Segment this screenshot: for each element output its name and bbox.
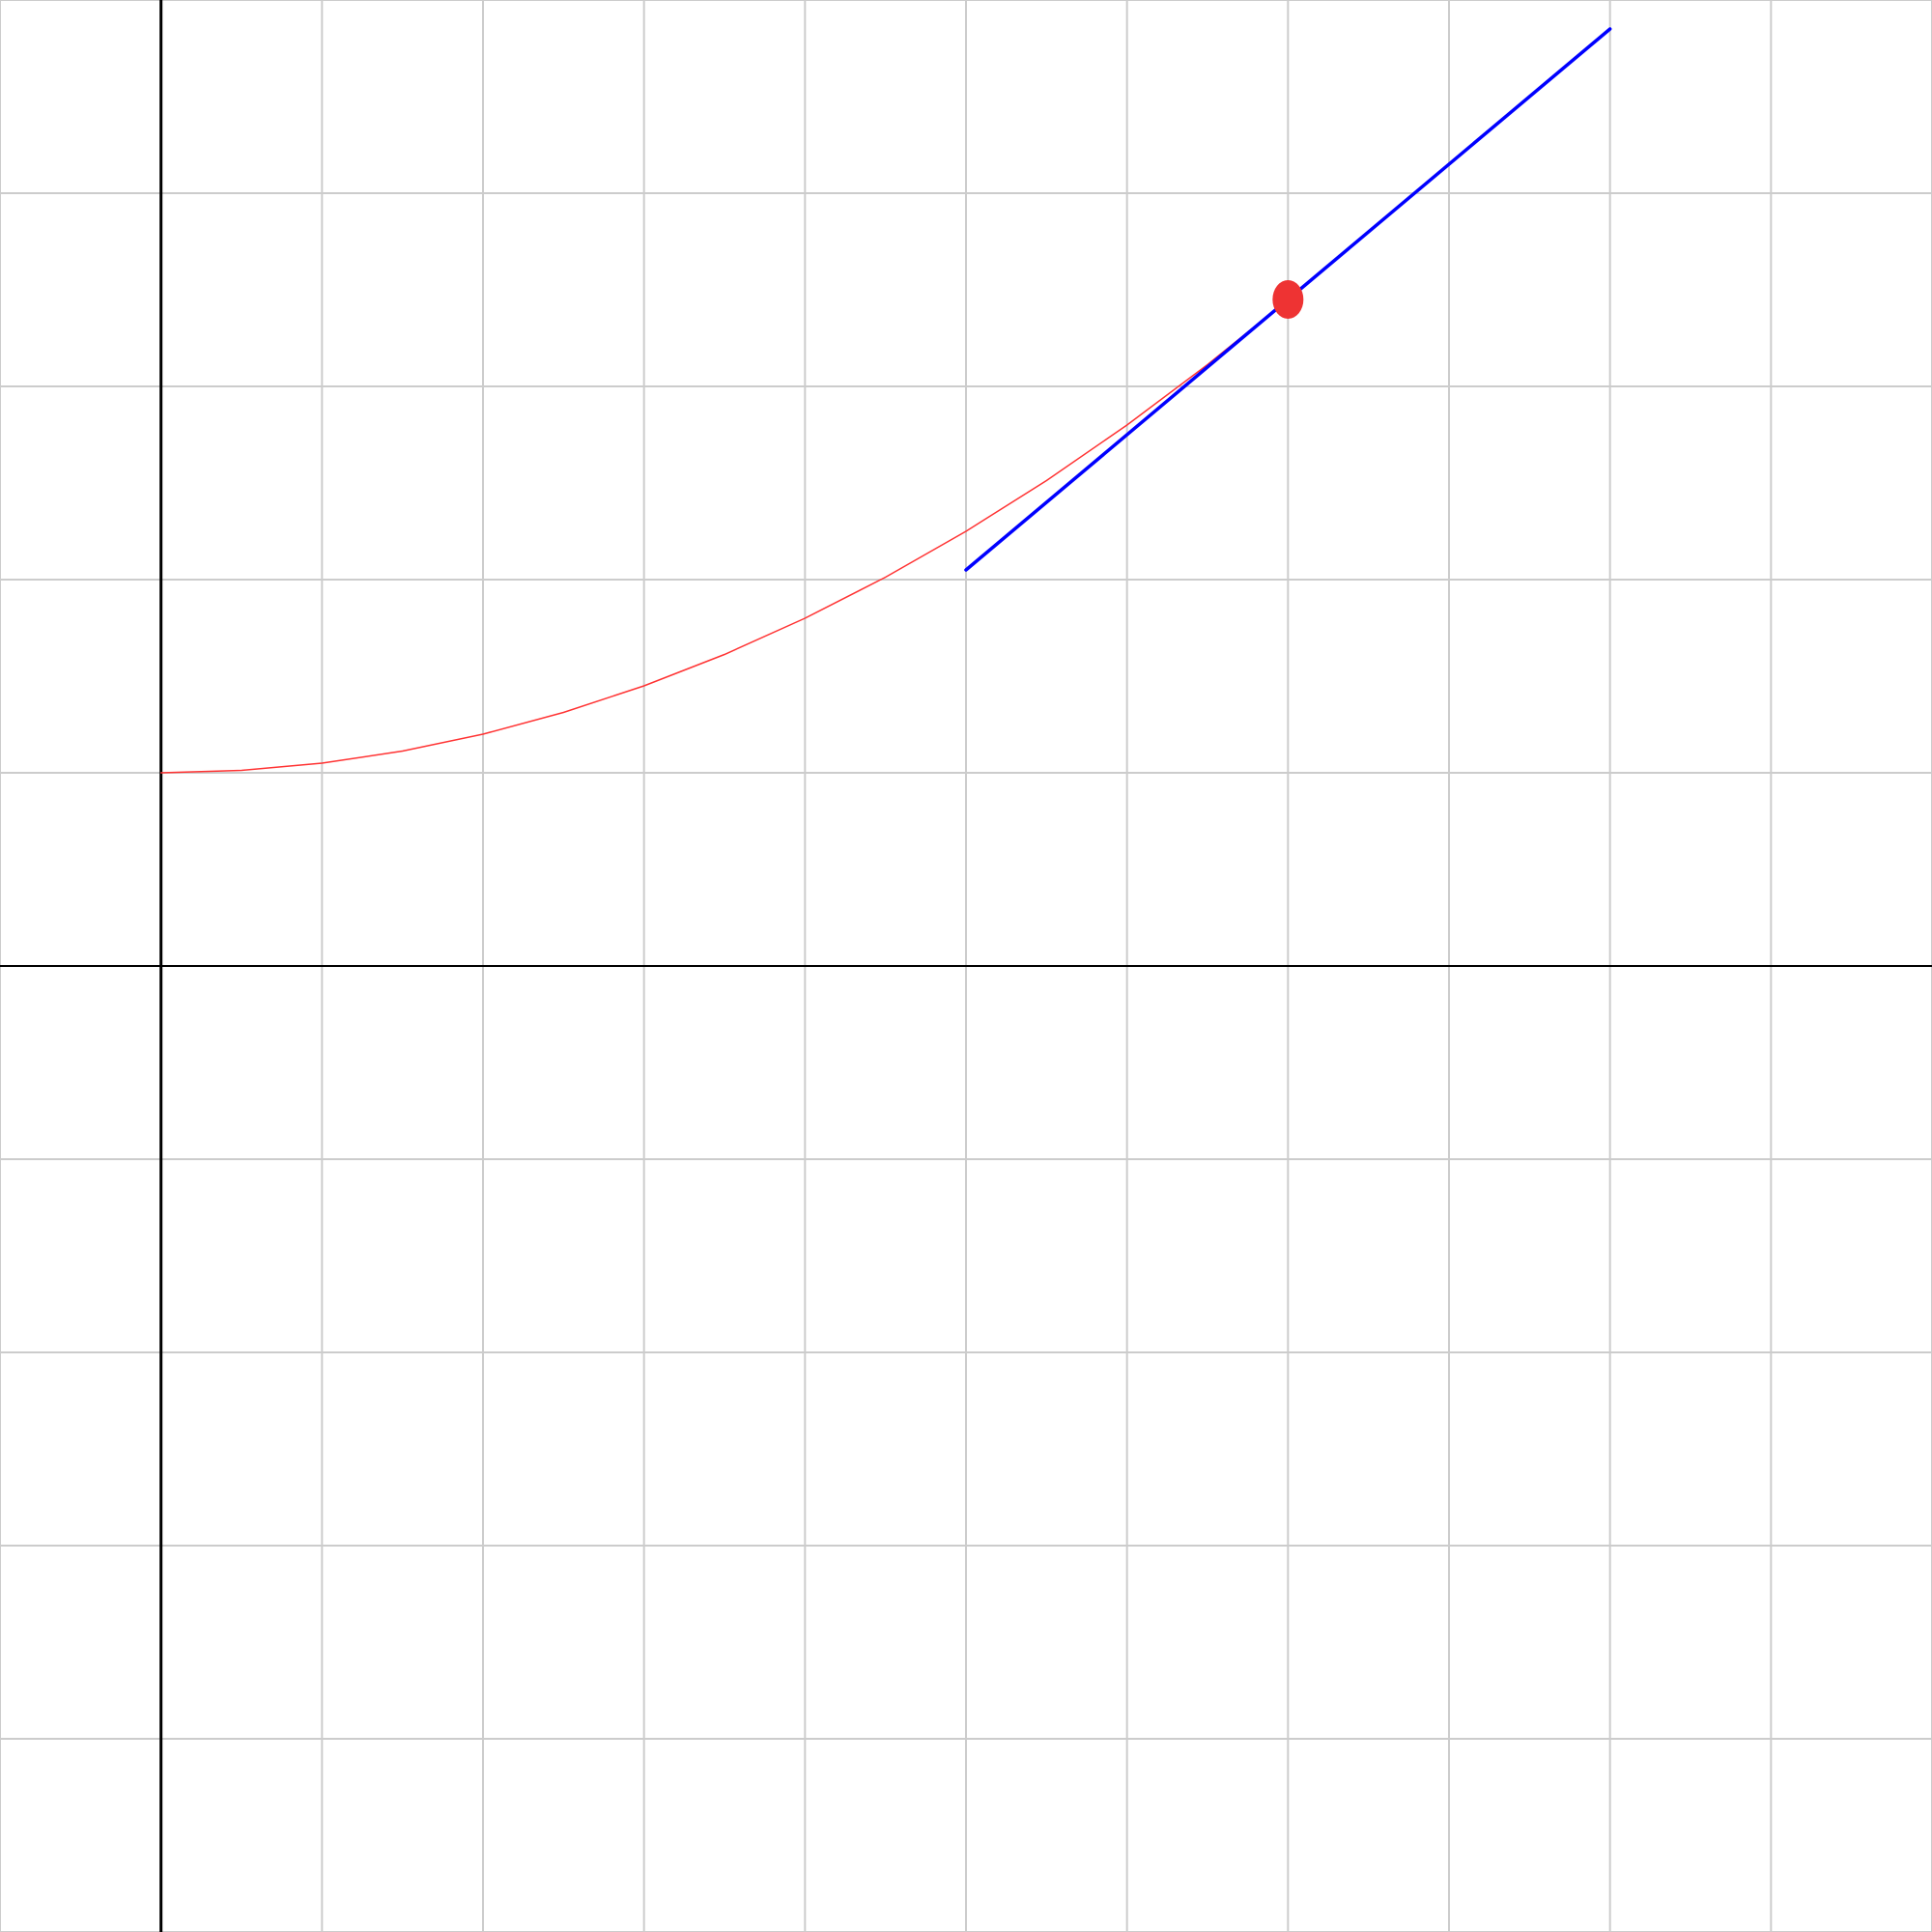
series-line: [159, 298, 1290, 774]
point: [1272, 280, 1304, 319]
